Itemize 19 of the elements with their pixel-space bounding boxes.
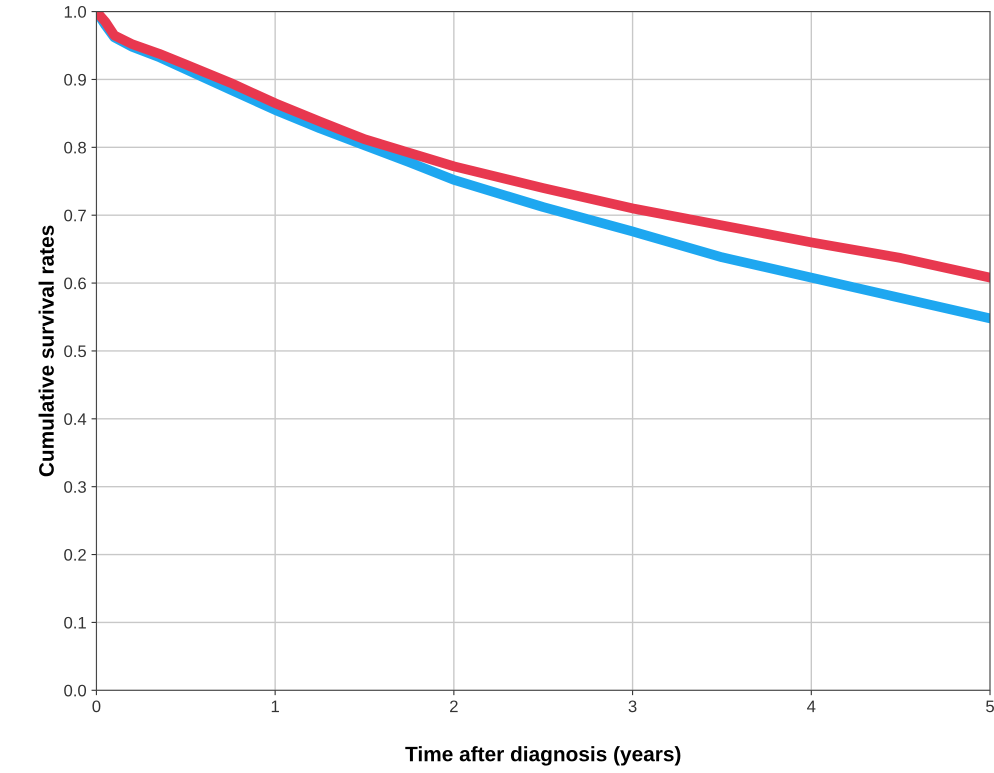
y-tick-label: 0.7 (64, 210, 86, 222)
x-tick-label: 4 (807, 700, 816, 712)
y-tick-label: 0.6 (64, 277, 86, 290)
x-tick-label: 5 (986, 700, 994, 712)
x-tick-label: 3 (628, 700, 636, 712)
y-tick-label: 0.8 (64, 142, 86, 154)
y-tick-label: 0.5 (64, 345, 86, 358)
y-tick-label: 0.0 (64, 684, 86, 696)
x-tick-label: 1 (272, 700, 279, 712)
y-tick-label: 0.9 (64, 74, 86, 86)
y-tick-label: 0.2 (64, 548, 86, 561)
x-tick-label: 0 (92, 700, 100, 712)
y-tick-label: 0.1 (64, 616, 86, 629)
x-axis-title: Time after diagnosis (years) (405, 746, 680, 766)
y-axis-title: Cumulative survival rates (38, 226, 54, 476)
y-tick-label: 0.4 (64, 413, 86, 426)
y-tick-label: 0.3 (64, 481, 86, 493)
y-tick-label: 1.0 (64, 6, 86, 18)
x-tick-label: 2 (450, 700, 458, 712)
